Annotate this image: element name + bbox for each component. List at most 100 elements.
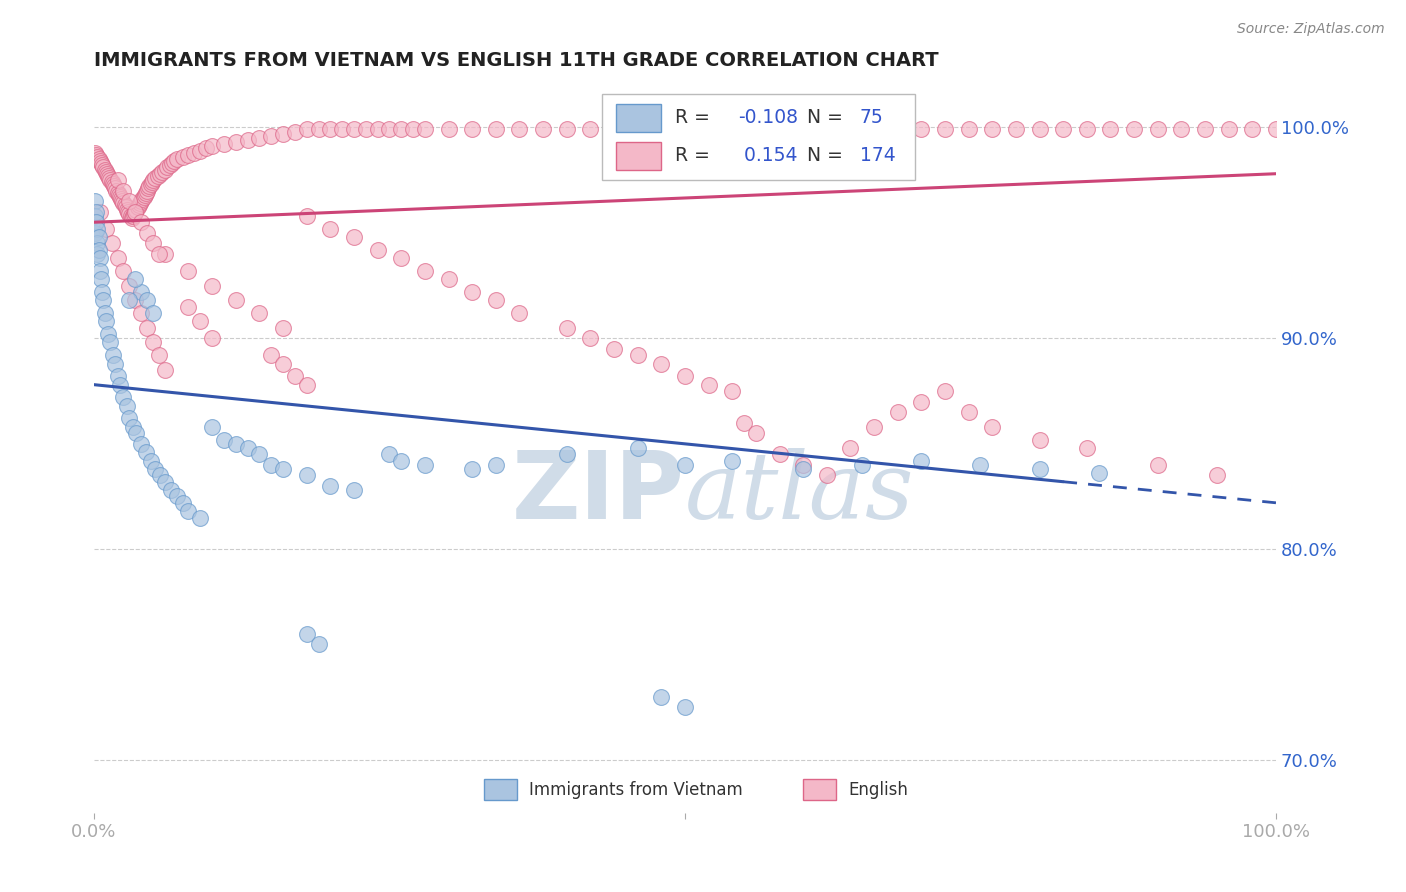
Point <box>98 170 121 185</box>
Point <box>96 167 118 181</box>
Point <box>1076 441 1098 455</box>
Point <box>135 186 157 200</box>
Point <box>163 154 186 169</box>
Point <box>117 204 139 219</box>
Point <box>508 122 530 136</box>
Point <box>650 690 672 704</box>
Point <box>910 394 932 409</box>
Point <box>107 187 129 202</box>
Point <box>673 700 696 714</box>
Point <box>295 626 318 640</box>
Point <box>129 285 152 299</box>
Point <box>378 122 401 136</box>
Point <box>1265 122 1288 136</box>
Point <box>768 122 790 136</box>
Point <box>284 124 307 138</box>
Point <box>129 194 152 209</box>
Point <box>981 420 1004 434</box>
Point <box>839 441 862 455</box>
Point <box>166 490 188 504</box>
Point <box>1194 122 1216 136</box>
Point <box>851 458 873 472</box>
Point <box>650 122 672 136</box>
Point <box>122 209 145 223</box>
Point <box>124 272 146 286</box>
Text: IMMIGRANTS FROM VIETNAM VS ENGLISH 11TH GRADE CORRELATION CHART: IMMIGRANTS FROM VIETNAM VS ENGLISH 11TH … <box>94 51 939 70</box>
Text: Immigrants from Vietnam: Immigrants from Vietnam <box>529 780 742 798</box>
Point <box>437 272 460 286</box>
Point <box>145 462 167 476</box>
Point <box>225 436 247 450</box>
Point <box>110 192 132 206</box>
Point <box>697 122 720 136</box>
Point <box>1052 122 1074 136</box>
Point <box>153 475 176 489</box>
Point <box>579 331 602 345</box>
Point <box>271 127 294 141</box>
Point <box>136 181 159 195</box>
Point <box>201 278 224 293</box>
Point <box>136 226 159 240</box>
Point <box>188 314 211 328</box>
Point <box>139 178 162 192</box>
Point <box>128 198 150 212</box>
Text: ZIP: ZIP <box>512 447 685 539</box>
Point <box>1241 122 1264 136</box>
Point <box>97 326 120 341</box>
Point <box>177 264 200 278</box>
Point <box>136 184 159 198</box>
Point <box>201 420 224 434</box>
Point <box>934 384 956 398</box>
Point <box>367 122 389 136</box>
Point <box>94 164 117 178</box>
Point <box>104 181 127 195</box>
Point <box>148 348 170 362</box>
Text: Source: ZipAtlas.com: Source: ZipAtlas.com <box>1237 22 1385 37</box>
Text: N =: N = <box>807 146 842 165</box>
Point <box>485 293 508 308</box>
Point <box>271 462 294 476</box>
Point <box>138 179 160 194</box>
Point <box>124 204 146 219</box>
Point <box>485 122 508 136</box>
Point <box>100 173 122 187</box>
Point <box>1146 458 1168 472</box>
Point <box>308 637 330 651</box>
Point <box>145 170 167 185</box>
Point <box>485 458 508 472</box>
Point <box>1028 462 1050 476</box>
Point <box>90 272 112 286</box>
Point <box>149 167 172 181</box>
Point <box>745 426 768 441</box>
Point <box>389 453 412 467</box>
Point <box>89 154 111 169</box>
Point <box>260 128 283 143</box>
Point <box>159 158 181 172</box>
Point <box>627 441 650 455</box>
Point <box>650 357 672 371</box>
Point <box>107 186 129 200</box>
Point <box>115 399 138 413</box>
Point <box>107 173 129 187</box>
Point <box>84 145 107 160</box>
Point <box>120 209 142 223</box>
Point <box>236 133 259 147</box>
Point <box>139 453 162 467</box>
Point <box>152 164 174 178</box>
Point <box>886 405 908 419</box>
Point <box>319 479 342 493</box>
Point <box>673 122 696 136</box>
Point <box>934 122 956 136</box>
Point <box>201 331 224 345</box>
Point <box>225 135 247 149</box>
Point <box>115 201 138 215</box>
Point <box>745 122 768 136</box>
Point <box>437 122 460 136</box>
Point <box>149 468 172 483</box>
Point <box>295 209 318 223</box>
Point <box>249 131 271 145</box>
Point <box>319 221 342 235</box>
Bar <box>484 780 517 800</box>
Point <box>142 335 165 350</box>
Point <box>188 144 211 158</box>
